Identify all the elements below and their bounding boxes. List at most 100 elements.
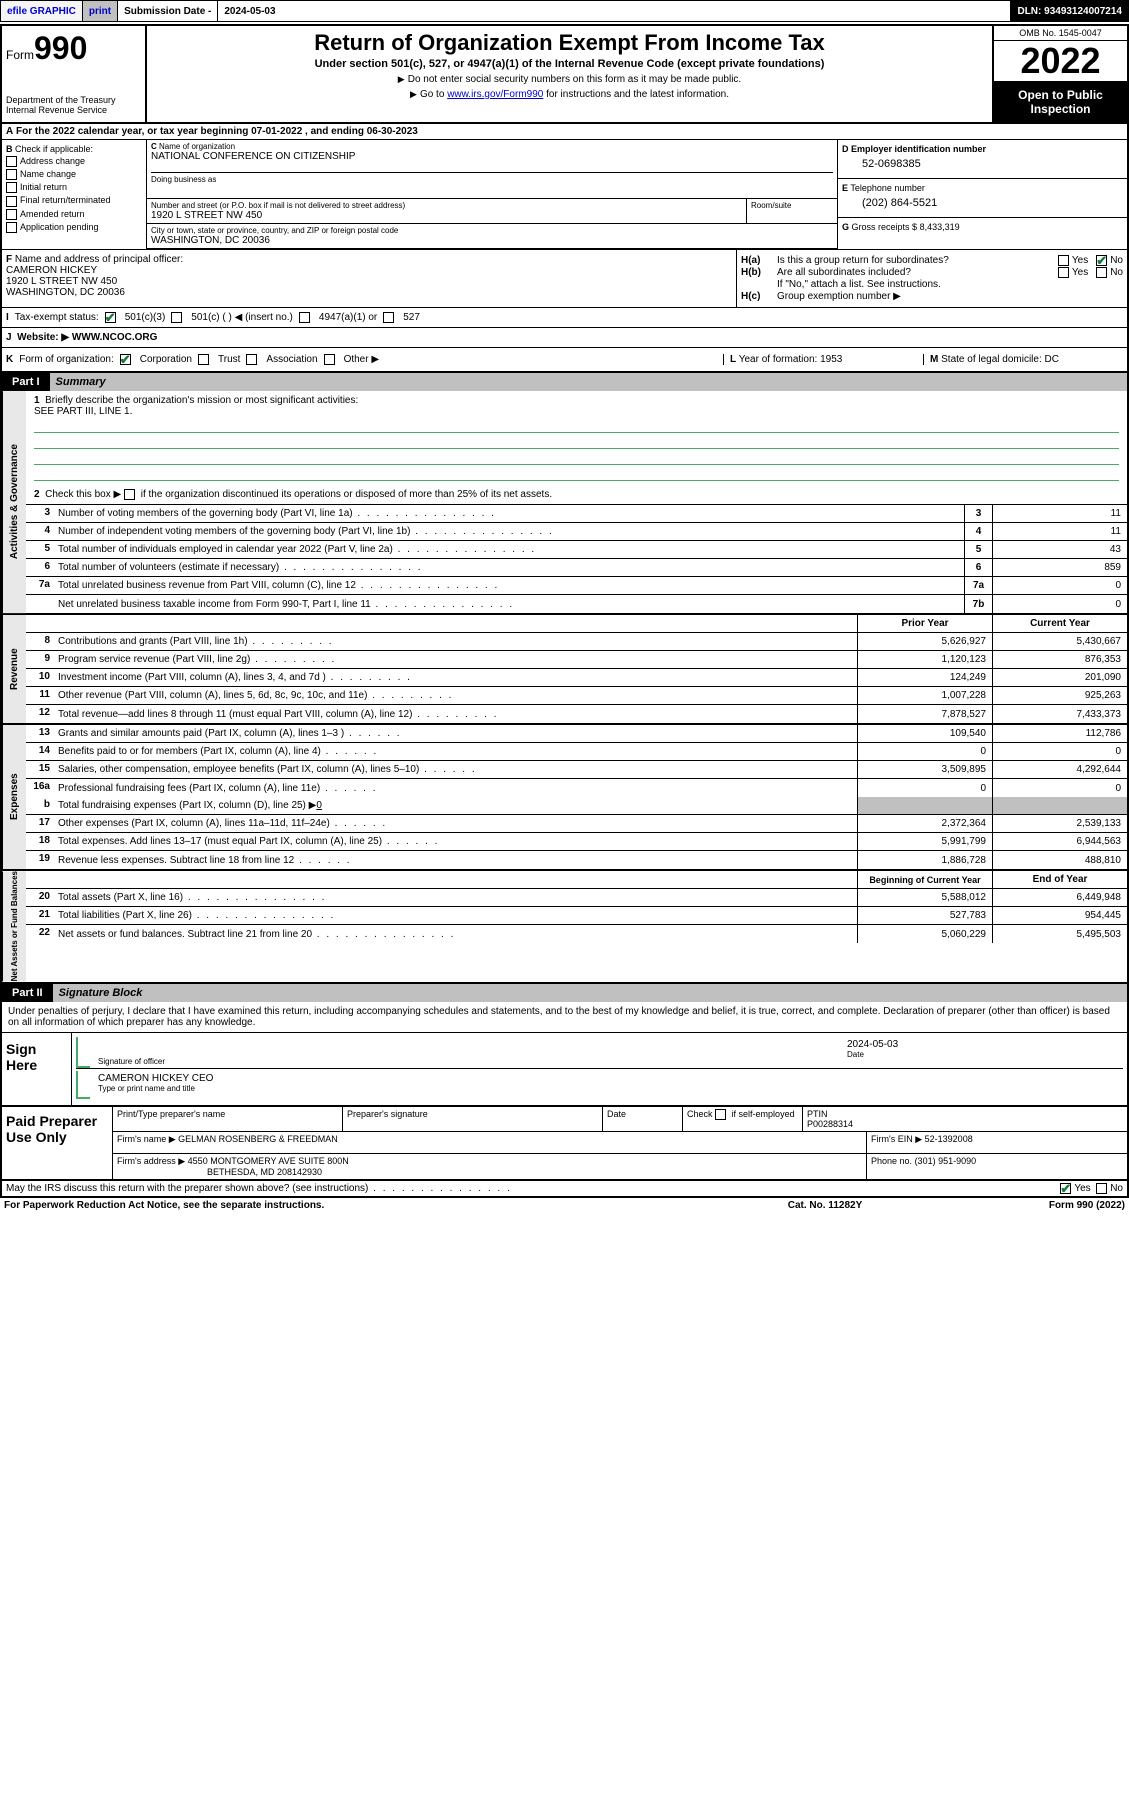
row-19: 19 Revenue less expenses. Subtract line … [26, 851, 1127, 869]
chk-application-pending[interactable] [6, 222, 17, 233]
ptin-value: P00288314 [807, 1119, 853, 1129]
row-18: 18 Total expenses. Add lines 13–17 (must… [26, 833, 1127, 851]
header-right: OMB No. 1545-0047 2022 Open to Public In… [992, 26, 1127, 122]
chk-hb-yes[interactable] [1058, 267, 1069, 278]
form-header: Form990 Department of the Treasury Inter… [2, 26, 1127, 124]
col-end-year: End of Year [992, 871, 1127, 888]
tax-year: 2022 [994, 41, 1127, 82]
row-21: 21 Total liabilities (Part X, line 26) 5… [26, 907, 1127, 925]
officer-signed-name: CAMERON HICKEY CEO [98, 1073, 1119, 1084]
gov-row-7a: 7a Total unrelated business revenue from… [26, 577, 1127, 595]
col-current-year: Current Year [992, 615, 1127, 632]
chk-4947[interactable] [299, 312, 310, 323]
col-begin-year: Beginning of Current Year [857, 871, 992, 888]
row-11: 11 Other revenue (Part VIII, column (A),… [26, 687, 1127, 705]
row-14: 14 Benefits paid to or for members (Part… [26, 743, 1127, 761]
open-to-public: Open to Public Inspection [994, 82, 1127, 122]
chk-initial-return[interactable] [6, 182, 17, 193]
box-j-website: J Website: ▶ WWW.NCOC.ORG [2, 328, 1127, 348]
chk-trust[interactable] [198, 354, 209, 365]
officer-name: CAMERON HICKEY [6, 265, 97, 276]
box-i-tax-status: ITax-exempt status: 501(c)(3) 501(c) ( )… [2, 308, 1127, 327]
part-1-header: Part I Summary [2, 373, 1127, 391]
submission-date-label: Submission Date - [118, 1, 218, 21]
form-title: Return of Organization Exempt From Incom… [155, 30, 984, 56]
phone-value: (202) 864-5521 [842, 193, 1123, 213]
print-link[interactable]: print [83, 1, 118, 21]
mission-value: SEE PART III, LINE 1. [34, 406, 132, 417]
sign-date: 2024-05-03 [847, 1039, 1119, 1050]
header-left: Form990 Department of the Treasury Inter… [2, 26, 147, 122]
chk-discuss-yes[interactable] [1060, 1183, 1071, 1194]
form-990: Form990 Department of the Treasury Inter… [0, 24, 1129, 1198]
header-note-2: Go to www.irs.gov/Form990 for instructio… [155, 89, 984, 100]
box-k-form-org: KForm of organization: Corporation Trust… [6, 354, 723, 365]
col-b-checkboxes: B Check if applicable: Address change Na… [2, 140, 147, 249]
sidetab-expenses: Expenses [2, 725, 26, 869]
header-note-1: Do not enter social security numbers on … [155, 74, 984, 85]
firm-addr2: BETHESDA, MD 208142930 [207, 1167, 322, 1177]
row-16a: 16a Professional fundraising fees (Part … [26, 779, 1127, 797]
chk-501c[interactable] [171, 312, 182, 323]
form-subtitle: Under section 501(c), 527, or 4947(a)(1)… [155, 58, 984, 70]
chk-name-change[interactable] [6, 169, 17, 180]
gross-receipts: 8,433,319 [920, 222, 960, 232]
chk-other[interactable] [324, 354, 335, 365]
org-name: NATIONAL CONFERENCE ON CITIZENSHIP [151, 151, 833, 162]
row-22: 22 Net assets or fund balances. Subtract… [26, 925, 1127, 943]
col-prior-year: Prior Year [857, 615, 992, 632]
chk-address-change[interactable] [6, 156, 17, 167]
firm-addr1: 4550 MONTGOMERY AVE SUITE 800N [188, 1156, 349, 1166]
irs-link[interactable]: www.irs.gov/Form990 [447, 89, 543, 100]
org-city: WASHINGTON, DC 20036 [151, 235, 833, 246]
room-suite-label: Room/suite [747, 199, 837, 223]
row-8: 8 Contributions and grants (Part VIII, l… [26, 633, 1127, 651]
ein-value: 52-0698385 [842, 154, 1123, 174]
dln: DLN: 93493124007214 [1011, 1, 1128, 21]
firm-ein: 52-1392008 [925, 1134, 973, 1144]
row-15: 15 Salaries, other compensation, employe… [26, 761, 1127, 779]
dept-treasury: Department of the Treasury Internal Reve… [6, 95, 141, 115]
org-address: 1920 L STREET NW 450 [151, 210, 742, 221]
chk-ha-no[interactable] [1096, 255, 1107, 266]
chk-discontinued[interactable] [124, 489, 135, 500]
sidetab-revenue: Revenue [2, 615, 26, 723]
form-number: 990 [34, 30, 87, 66]
penalty-statement: Under penalties of perjury, I declare th… [2, 1002, 1127, 1033]
chk-self-employed[interactable] [715, 1109, 726, 1120]
row-17: 17 Other expenses (Part IX, column (A), … [26, 815, 1127, 833]
chk-amended-return[interactable] [6, 209, 17, 220]
chk-corp[interactable] [120, 354, 131, 365]
chk-501c3[interactable] [105, 312, 116, 323]
row-12: 12 Total revenue—add lines 8 through 11 … [26, 705, 1127, 723]
efile-link[interactable]: efile GRAPHIC [1, 1, 83, 21]
chk-discuss-no[interactable] [1096, 1183, 1107, 1194]
firm-phone: (301) 951-9090 [915, 1156, 977, 1166]
sidetab-net-assets: Net Assets or Fund Balances [2, 871, 26, 981]
footer-discuss: May the IRS discuss this return with the… [2, 1181, 1127, 1196]
row-9: 9 Program service revenue (Part VIII, li… [26, 651, 1127, 669]
gov-row-7b: Net unrelated business taxable income fr… [26, 595, 1127, 613]
chk-527[interactable] [383, 312, 394, 323]
box-f-officer: F Name and address of principal officer:… [2, 250, 737, 307]
box-l-year: L Year of formation: 1953 [723, 354, 923, 365]
gov-row-3: 3 Number of voting members of the govern… [26, 505, 1127, 523]
gov-row-5: 5 Total number of individuals employed i… [26, 541, 1127, 559]
row-10: 10 Investment income (Part VIII, column … [26, 669, 1127, 687]
omb-number: OMB No. 1545-0047 [994, 26, 1127, 41]
chk-hb-no[interactable] [1096, 267, 1107, 278]
chk-ha-yes[interactable] [1058, 255, 1069, 266]
chk-assoc[interactable] [246, 354, 257, 365]
col-c: C Name of organization NATIONAL CONFEREN… [147, 140, 837, 249]
section-b-to-k: B Check if applicable: Address change Na… [2, 140, 1127, 373]
submission-date-value: 2024-05-03 [218, 1, 1011, 21]
col-deg: D Employer identification number 52-0698… [837, 140, 1127, 249]
row-13: 13 Grants and similar amounts paid (Part… [26, 725, 1127, 743]
row-a-tax-year: A For the 2022 calendar year, or tax yea… [2, 124, 1127, 140]
chk-final-return[interactable] [6, 196, 17, 207]
firm-name: GELMAN ROSENBERG & FREEDMAN [178, 1134, 338, 1144]
box-h: H(a)Is this a group return for subordina… [737, 250, 1127, 307]
form-prefix: Form [6, 48, 34, 62]
box-m-state: M State of legal domicile: DC [923, 354, 1123, 365]
sign-block: Sign Here Signature of officer 2024-05-0… [2, 1033, 1127, 1107]
